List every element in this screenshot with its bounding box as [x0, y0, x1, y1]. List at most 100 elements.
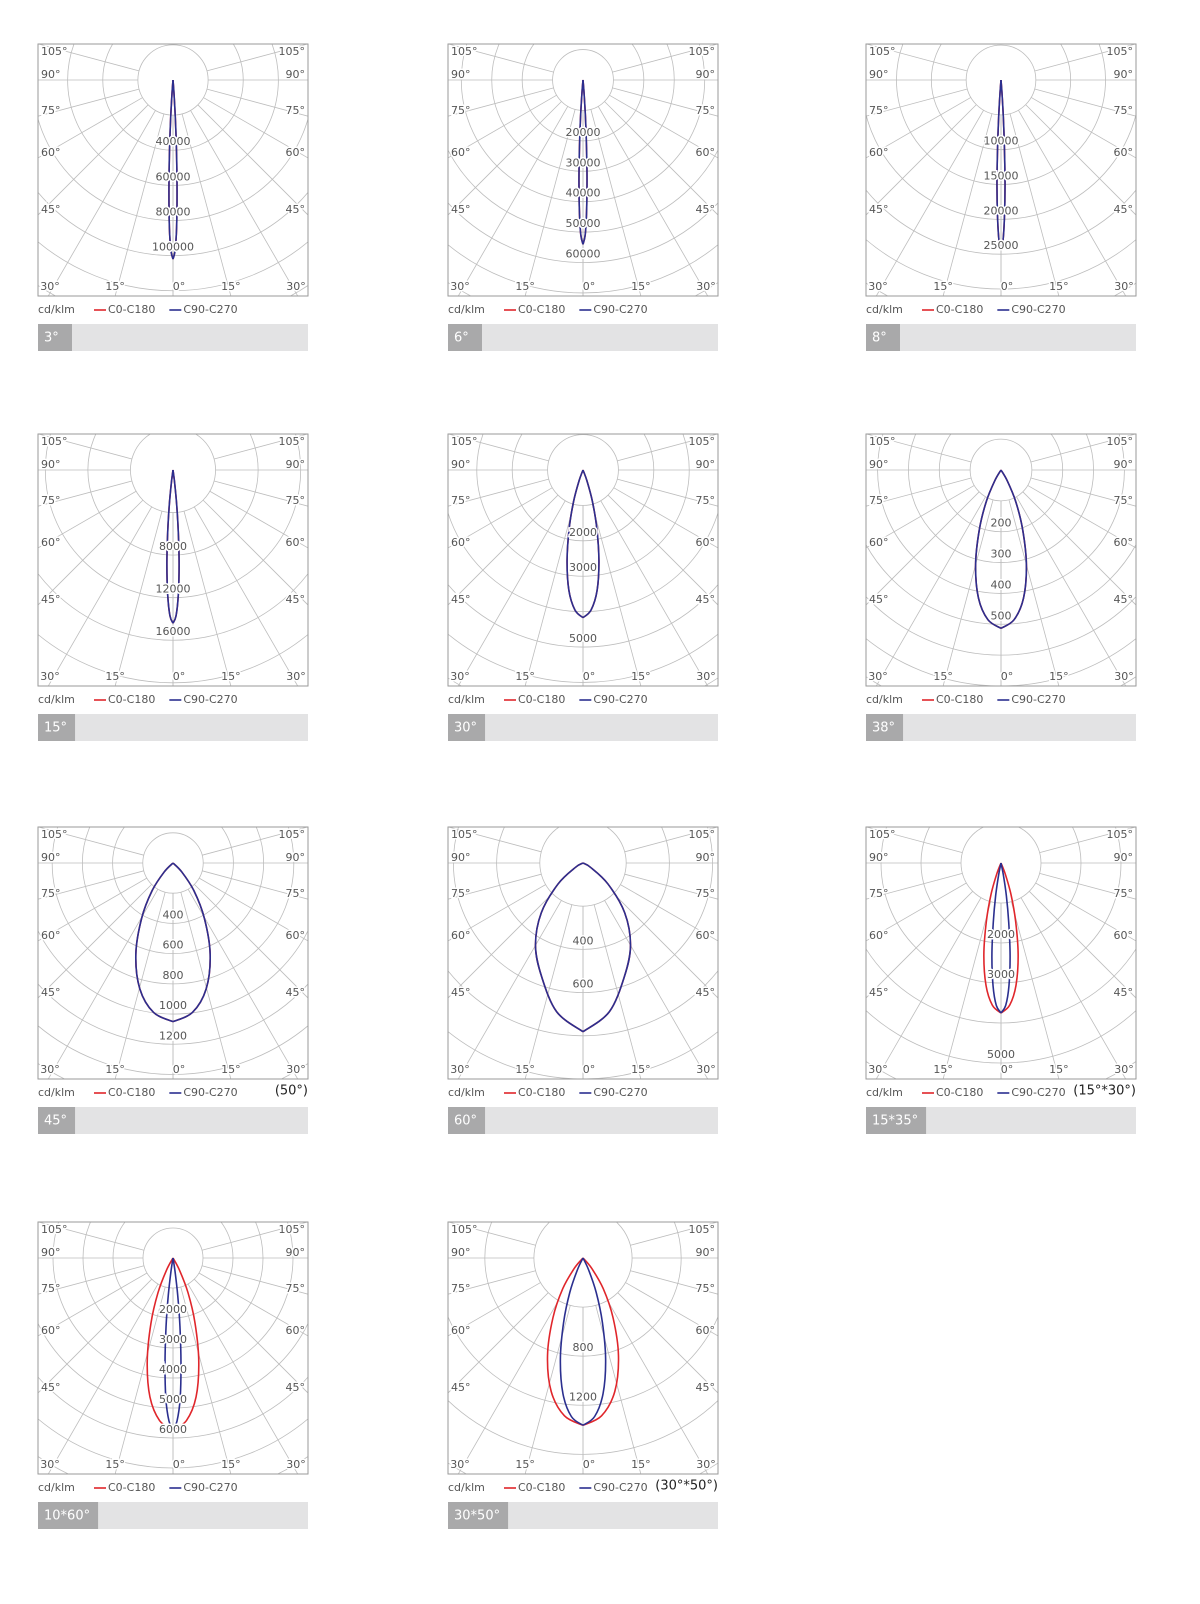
unit-label: cd/klm: [448, 303, 485, 316]
angle-label: 45°: [41, 1381, 61, 1394]
caption: 38°: [872, 721, 895, 736]
legend-label: C0-C180: [108, 693, 155, 706]
plot-area: [866, 44, 1136, 296]
plot-frame: [865, 433, 1137, 687]
angle-grid-line: [624, 873, 718, 900]
plot-area: [448, 434, 718, 686]
plot-frame: [37, 1221, 309, 1475]
radial-grid-circle: [38, 1322, 308, 1409]
angle-grid-line: [524, 1305, 571, 1474]
angle-grid-line: [448, 873, 542, 900]
angle-grid-line: [38, 1265, 145, 1295]
radial-tick-label: 15000: [984, 170, 1019, 183]
angle-label: 60°: [1114, 536, 1134, 549]
radial-grid-circle: [38, 983, 308, 1045]
legend-label: C90-C270: [1011, 693, 1065, 706]
angle-grid-line: [183, 511, 232, 686]
intensity-curve: [534, 862, 584, 1033]
angle-label: 105°: [689, 1223, 716, 1236]
intensity-curve: [172, 79, 178, 260]
angle-label: 30°: [1114, 1063, 1134, 1076]
angle-grid-line: [194, 884, 308, 999]
angle-label: 60°: [451, 536, 471, 549]
angle-grid-line: [47, 888, 159, 1079]
caption-block: [38, 324, 72, 351]
radial-grid-circle: [38, 1376, 308, 1439]
angle-grid-line: [448, 893, 553, 999]
legend-label: C90-C270: [1011, 303, 1065, 316]
intensity-curve: [146, 1257, 174, 1431]
legend-label: C0-C180: [518, 1481, 565, 1494]
radial-tick-label: 2000: [159, 1303, 187, 1316]
angle-grid-line: [866, 104, 977, 216]
caption-block: [866, 714, 904, 741]
angle-grid-line: [1009, 113, 1060, 296]
angle-grid-line: [448, 87, 554, 117]
caption-block: [866, 1107, 927, 1134]
angle-grid-line: [866, 44, 968, 72]
angle-label: 90°: [869, 851, 889, 864]
plot-frame: [37, 433, 309, 687]
angle-label: 90°: [696, 458, 716, 471]
angle-grid-line: [524, 109, 576, 296]
angle-label: 45°: [1114, 203, 1134, 216]
angle-label: 75°: [1114, 104, 1134, 117]
plot-frame: [447, 1221, 719, 1475]
angle-label: 45°: [286, 1381, 306, 1394]
legend-label: C0-C180: [108, 1481, 155, 1494]
intensity-curve: [582, 1257, 620, 1427]
angle-label: 90°: [41, 1246, 61, 1259]
angle-label: 90°: [286, 458, 306, 471]
radial-grid-circle: [102, 44, 244, 151]
angle-label: 75°: [451, 1282, 471, 1295]
angle-grid-line: [607, 1300, 709, 1474]
angle-grid-line: [38, 827, 144, 856]
angle-label: 60°: [1114, 146, 1134, 159]
legend-label: C90-C270: [593, 1481, 647, 1494]
intensity-curve: [566, 469, 584, 619]
angle-label: 105°: [451, 828, 478, 841]
unit-label: cd/klm: [38, 1086, 75, 1099]
caption-block: [38, 714, 76, 741]
angle-grid-line: [617, 1292, 718, 1394]
angle-grid-line: [448, 478, 549, 507]
angle-label: 90°: [286, 1246, 306, 1259]
radial-tick-label: 10000: [984, 135, 1019, 148]
radial-tick-label: 100000: [152, 241, 194, 254]
unit-label: cd/klm: [448, 693, 485, 706]
radial-grid-circle: [52, 1222, 294, 1379]
legend-label: C90-C270: [1011, 1086, 1065, 1099]
angle-grid-line: [607, 494, 718, 606]
radial-tick-label: 20000: [566, 126, 601, 139]
angle-label: 90°: [41, 458, 61, 471]
intensity-curve: [172, 1257, 200, 1431]
angle-grid-line: [609, 94, 718, 159]
unit-label: cd/klm: [448, 1481, 485, 1494]
angle-label: 90°: [1114, 851, 1134, 864]
caption-block: [866, 324, 900, 351]
angle-grid-line: [590, 109, 642, 296]
intensity-curve: [164, 1257, 174, 1431]
angle-grid-line: [1020, 897, 1127, 1079]
angle-label: 75°: [869, 494, 889, 507]
radial-tick-label: 8000: [159, 540, 187, 553]
angle-grid-line: [201, 1265, 308, 1295]
angle-label: 105°: [869, 828, 896, 841]
angle-grid-line: [190, 110, 299, 296]
angle-grid-line: [198, 877, 308, 942]
angle-grid-line: [597, 106, 709, 296]
legend-label: C90-C270: [183, 693, 237, 706]
plot-area: [38, 827, 308, 1079]
angle-label: 15°: [221, 280, 241, 293]
angle-grid-line: [448, 101, 562, 216]
intensity-curve: [1000, 79, 1006, 250]
caption: 30°: [454, 721, 477, 736]
polar-chart: 40000 60000 80000 100000 105° 105° 90° 90° 75° 75…: [37, 43, 309, 351]
angle-label: 45°: [696, 593, 716, 606]
angle-grid-line: [1030, 97, 1136, 159]
radial-grid-circle: [87, 434, 259, 556]
angle-grid-line: [617, 478, 718, 507]
angle-grid-line: [187, 1283, 299, 1474]
angle-label: 30°: [1114, 280, 1134, 293]
angle-grid-line: [38, 499, 144, 606]
